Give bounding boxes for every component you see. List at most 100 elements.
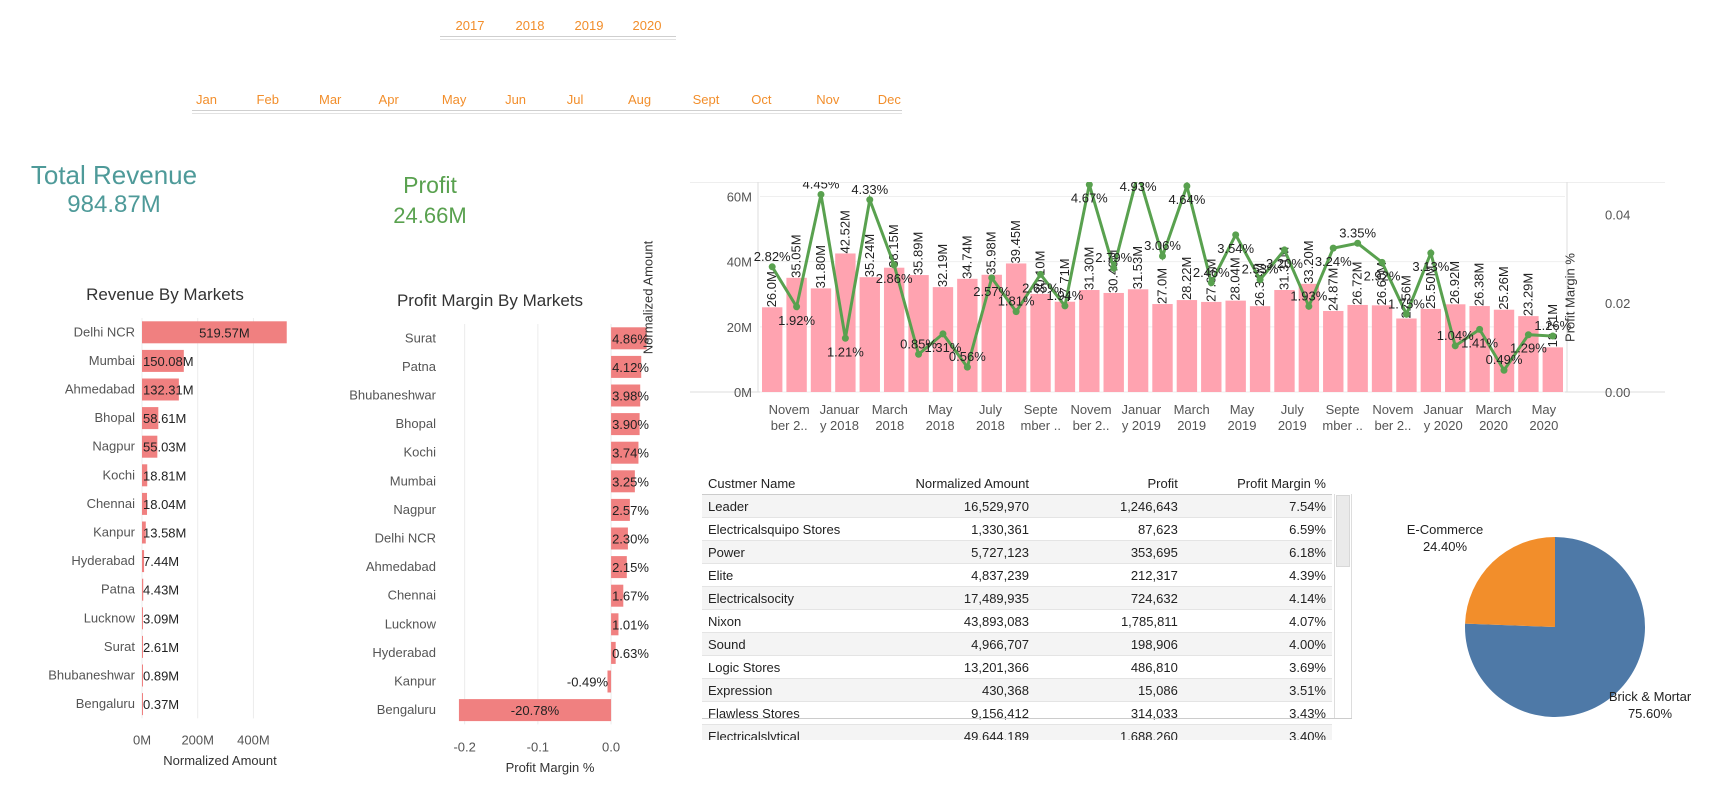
revenue-bar [142, 321, 287, 344]
trend-line-label: 3.13% [1412, 259, 1449, 274]
revenue-data-label: 58.61M [143, 411, 186, 426]
margin-bar [611, 470, 635, 493]
trend-line-point [939, 330, 947, 338]
margin-bar [611, 327, 647, 350]
margin-bar [607, 670, 612, 693]
table-row[interactable]: Power 5,727,123 353,695 6.18% [702, 540, 1332, 564]
year-filter-2020[interactable]: 2020 [632, 18, 662, 33]
table-row[interactable]: Flawless Stores 9,156,412 314,033 3.43% [702, 702, 1332, 725]
margin-xtick: -0.2 [453, 739, 475, 754]
trend-y2tick: 0.04 [1605, 207, 1630, 222]
table-bottom-border [702, 718, 1352, 719]
trend-xtick: March 2018 [872, 402, 908, 433]
margin-data-label: 3.98% [612, 389, 649, 404]
month-filter-oct[interactable]: Oct [751, 92, 772, 107]
month-filter-jul[interactable]: Jul [566, 92, 584, 107]
trend-line-point [1183, 182, 1191, 190]
margin-bar [611, 441, 639, 464]
margin-category-label: Chennai [388, 588, 437, 603]
cell-amount: 16,529,970 [963, 498, 1029, 514]
year-filter-2017[interactable]: 2017 [455, 18, 485, 33]
margin-data-label: 0.63% [612, 646, 649, 661]
trend-y2tick: 0.00 [1605, 385, 1630, 400]
table-row[interactable]: Nixon 43,893,083 1,785,811 4.07% [702, 610, 1332, 633]
cell-customer: Elite [708, 567, 734, 583]
trend-bar-label: 35.89M [911, 232, 926, 275]
trend-xtick: Novem ber 2.. [769, 402, 810, 433]
year-filter: 2017 2018 2019 2020 [440, 18, 676, 40]
trend-xtick: May 2018 [926, 402, 955, 433]
revenue-bar [142, 435, 158, 458]
table-scrollbar[interactable] [1334, 494, 1352, 718]
month-filter-dec[interactable]: Dec [877, 92, 901, 107]
trend-line-point [793, 303, 801, 311]
table-row[interactable]: Electricalsquipo Stores 1,330,361 87,623 6.… [702, 518, 1332, 541]
month-filter-mar[interactable]: Mar [319, 92, 342, 107]
trend-line-point [988, 274, 996, 282]
month-filter-may[interactable]: May [441, 92, 467, 107]
year-filter-2019[interactable]: 2019 [574, 18, 604, 33]
month-filter-sept[interactable]: Sept [692, 92, 720, 107]
month-filter-jan[interactable]: Jan [196, 92, 217, 107]
trend-line-point [1354, 239, 1362, 247]
cell-margin: 3.43% [1289, 705, 1326, 721]
year-filter-2018[interactable]: 2018 [515, 18, 545, 33]
header-profit[interactable]: Profit [1147, 475, 1178, 491]
revenue-chart-title: Revenue By Markets [86, 285, 244, 304]
table-row[interactable]: Electricalsocity 17,489,935 724,632 4.14% [702, 586, 1332, 610]
trend-bar-label: 26.0M [764, 271, 779, 307]
trend-line-point [1329, 244, 1337, 252]
trend-bar-label: 31.30M [1081, 247, 1096, 290]
month-filter-aug[interactable]: Aug [628, 92, 652, 107]
trend-line-label: 3.24% [1315, 254, 1352, 269]
trend-line-label: 4.33% [851, 182, 888, 197]
trend-line-label: 1.29% [1510, 341, 1547, 356]
trend-line-label: 4.45% [803, 182, 840, 191]
table-row[interactable]: Sound 4,966,707 198,906 4.00% [702, 632, 1332, 656]
revenue-data-label: 519.57M [199, 325, 250, 340]
trend-bar [1469, 306, 1490, 392]
revenue-data-label: 150.08M [143, 354, 194, 369]
header-profit-margin[interactable]: Profit Margin % [1237, 475, 1326, 491]
cell-customer: Leader [708, 498, 749, 514]
trend-bar-label: 28.04M [1228, 257, 1243, 300]
table-row[interactable]: Elite 4,837,239 212,317 4.39% [702, 564, 1332, 587]
trend-line-label: 4.64% [1168, 192, 1205, 207]
month-filter-feb[interactable]: Feb [256, 92, 279, 107]
trend-bar [908, 275, 929, 392]
trend-xtick: July 2018 [976, 402, 1005, 433]
trend-y2tick: 0.02 [1605, 296, 1630, 311]
trend-line-label: 2.82% [754, 249, 791, 264]
table-row[interactable]: Electricalslytical 49,644,189 1,688,260 3.4… [702, 724, 1332, 741]
revenue-category-label: Bhubaneshwar [48, 668, 135, 683]
revenue-category-label: Bhopal [95, 410, 136, 425]
pie-label-name: E-Commerce [1407, 522, 1484, 537]
cell-margin: 4.00% [1289, 636, 1326, 652]
header-customer-name[interactable]: Custmer Name [708, 475, 796, 491]
revenue-bar [142, 521, 146, 544]
table-row[interactable]: Expression 430,368 15,086 3.51% [702, 678, 1332, 702]
month-filter-jun[interactable]: Jun [505, 92, 527, 107]
header-normalized-amount[interactable]: Normalized Amount [915, 475, 1029, 491]
cell-customer: Electricalslytical [708, 728, 800, 741]
margin-category-label: Kanpur [394, 674, 437, 689]
trend-bar-label: 25.26M [1496, 266, 1511, 309]
month-filter-nov[interactable]: Nov [816, 92, 840, 107]
cell-customer: Electricalsocity [708, 590, 794, 606]
table-scrollbar-thumb[interactable] [1336, 495, 1350, 567]
profit-value: 24.66M [393, 203, 467, 228]
trend-bar [1225, 300, 1246, 392]
trend-bar-label: 25.50M [1423, 266, 1438, 309]
total-revenue-kpi: Total Revenue 984.87M [14, 160, 214, 219]
revenue-data-label: 4.43M [143, 583, 179, 598]
month-filter-apr[interactable]: Apr [378, 92, 399, 107]
trend-line-label: 2.86% [876, 271, 913, 286]
margin-bar [611, 498, 630, 521]
table-row[interactable]: Logic Stores 13,201,366 486,810 3.69% [702, 656, 1332, 679]
trend-bar [835, 253, 856, 392]
cell-customer: Electricalsquipo Stores [708, 521, 841, 537]
cell-profit: 314,033 [1130, 705, 1178, 721]
cell-margin: 6.18% [1289, 544, 1326, 560]
table-row[interactable]: Leader 16,529,970 1,246,643 7.54% [702, 494, 1332, 518]
margin-data-label: 3.90% [612, 417, 649, 432]
